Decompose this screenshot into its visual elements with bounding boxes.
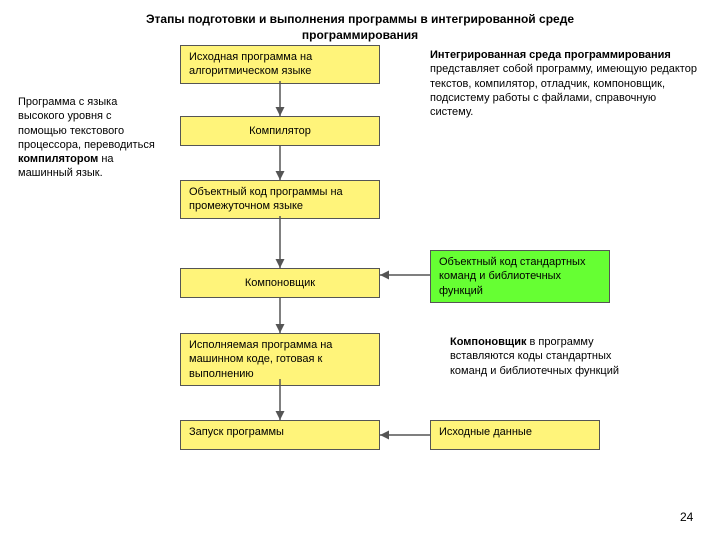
flow-arrows (0, 0, 720, 540)
